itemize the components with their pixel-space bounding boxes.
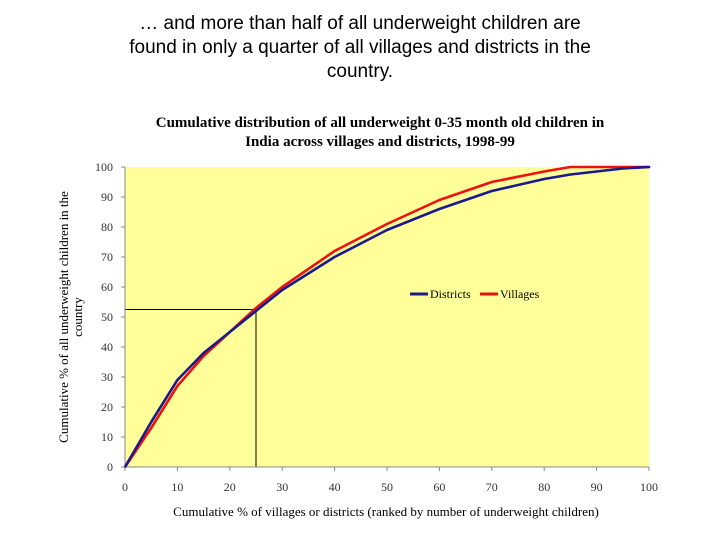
y-tick-label: 10 bbox=[101, 430, 113, 444]
y-tick-label: 90 bbox=[101, 190, 113, 204]
x-tick-label: 0 bbox=[122, 480, 128, 494]
chart-title: Cumulative distribution of all underweig… bbox=[100, 114, 660, 152]
chart-title-line-1: Cumulative distribution of all underweig… bbox=[155, 115, 605, 131]
y-tick-label: 70 bbox=[101, 250, 113, 264]
y-tick-label: 50 bbox=[101, 310, 113, 324]
y-tick-label: 100 bbox=[95, 160, 113, 174]
headline-line-3: country. bbox=[326, 61, 394, 82]
legend-label-villages: Villages bbox=[500, 287, 540, 301]
x-tick-label: 60 bbox=[433, 480, 445, 494]
x-axis-label: Cumulative % of villages or districts (r… bbox=[173, 504, 599, 519]
headline-line-2: found in only a quarter of all villages … bbox=[129, 37, 591, 58]
series-line-districts bbox=[123, 165, 651, 469]
y-tick-label: 30 bbox=[101, 370, 113, 384]
x-tick-label: 40 bbox=[329, 480, 341, 494]
x-tick-label: 90 bbox=[591, 480, 603, 494]
y-tick-label: 0 bbox=[107, 460, 113, 474]
x-tick-label: 100 bbox=[640, 480, 658, 494]
y-tick-label: 80 bbox=[101, 220, 113, 234]
x-tick-label: 10 bbox=[171, 480, 183, 494]
headline-line-1: … and more than half of all underweight … bbox=[139, 13, 581, 34]
slide-headline: … and more than half of all underweight … bbox=[20, 12, 700, 84]
x-tick-label: 30 bbox=[276, 480, 288, 494]
x-tick-label: 20 bbox=[224, 480, 236, 494]
x-tick-label: 80 bbox=[538, 480, 550, 494]
x-tick-label: 50 bbox=[381, 480, 393, 494]
y-tick-label: 60 bbox=[101, 280, 113, 294]
y-tick-label: 20 bbox=[101, 400, 113, 414]
plot-area bbox=[125, 167, 649, 467]
legend-label-districts: Districts bbox=[430, 287, 471, 301]
y-axis-label-line-2: country bbox=[70, 297, 85, 337]
y-axis-label: Cumulative % of all underweight children… bbox=[56, 191, 85, 443]
series-line-villages bbox=[123, 165, 651, 469]
x-tick-label: 70 bbox=[486, 480, 498, 494]
y-tick-label: 40 bbox=[101, 340, 113, 354]
y-axis-label-line-1: Cumulative % of all underweight children… bbox=[56, 191, 71, 443]
chart-title-line-2: India across villages and districts, 199… bbox=[245, 134, 515, 150]
